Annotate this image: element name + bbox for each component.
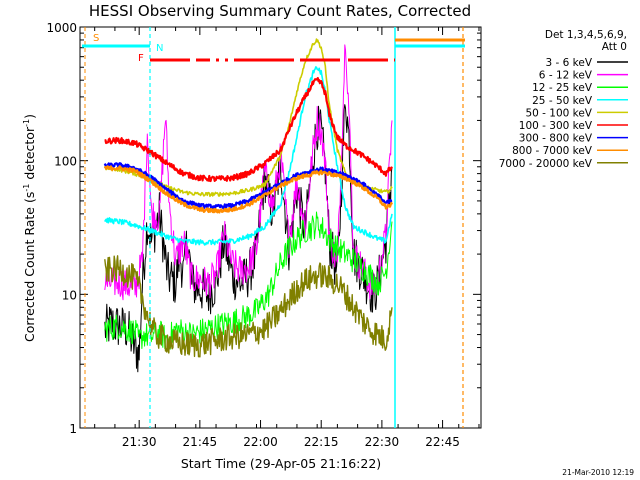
footer-timestamp: 21-Mar-2010 12:19 [562, 468, 634, 477]
chart-title: HESSI Observing Summary Count Rates, Cor… [89, 2, 471, 20]
plot-frame: 1 10 100 1000 21:30 21:45 22:00 22:15 22:30 22:45 [46, 21, 482, 449]
plot-data [103, 38, 394, 373]
series-line-5 [104, 77, 393, 183]
n-label: N [156, 43, 163, 54]
legend-label-8: 7000 - 20000 keV [499, 158, 593, 170]
legend-label-2: 12 - 25 keV [532, 82, 593, 94]
y-tick-label: 1 [69, 422, 77, 436]
y-tick-label: 1000 [46, 21, 77, 35]
x-axis-label: Start Time (29-Apr-05 21:16:22) [181, 456, 381, 471]
series-line-6 [103, 162, 393, 210]
f-label: F [138, 53, 144, 64]
legend-header-line1: Det 1,3,4,5,6,9, [545, 29, 627, 41]
legend-label-7: 800 - 7000 keV [512, 145, 593, 157]
x-tick-label: 22:15 [304, 435, 339, 449]
legend-label-3: 25 - 50 keV [532, 95, 593, 107]
x-tick-label: 22:30 [365, 435, 400, 449]
plot-border [79, 26, 482, 429]
x-tick-label: 22:00 [243, 435, 278, 449]
series-line-7 [103, 165, 394, 214]
x-tick-label: 21:30 [122, 435, 157, 449]
y-axis-label: Corrected Count Rate (s-1 detector-1) [22, 114, 37, 342]
series-line-8 [104, 255, 393, 358]
series-line-3 [104, 66, 393, 246]
legend-header-line2: Att 0 [602, 41, 627, 53]
y-tick-label: 100 [54, 155, 77, 169]
s-label: S [93, 33, 99, 44]
legend-label-5: 100 - 300 keV [519, 120, 593, 132]
legend-label-4: 50 - 100 keV [525, 107, 592, 119]
x-tick-label: 21:45 [183, 435, 218, 449]
legend-label-1: 6 - 12 keV [539, 70, 593, 82]
y-tick-label: 10 [62, 288, 77, 302]
series-line-2 [104, 211, 393, 350]
plot-annotations: S N F [82, 27, 465, 428]
legend-label-6: 300 - 800 keV [519, 133, 593, 145]
x-tick-label: 22:45 [425, 435, 460, 449]
legend-label-0: 3 - 6 keV [545, 57, 592, 69]
